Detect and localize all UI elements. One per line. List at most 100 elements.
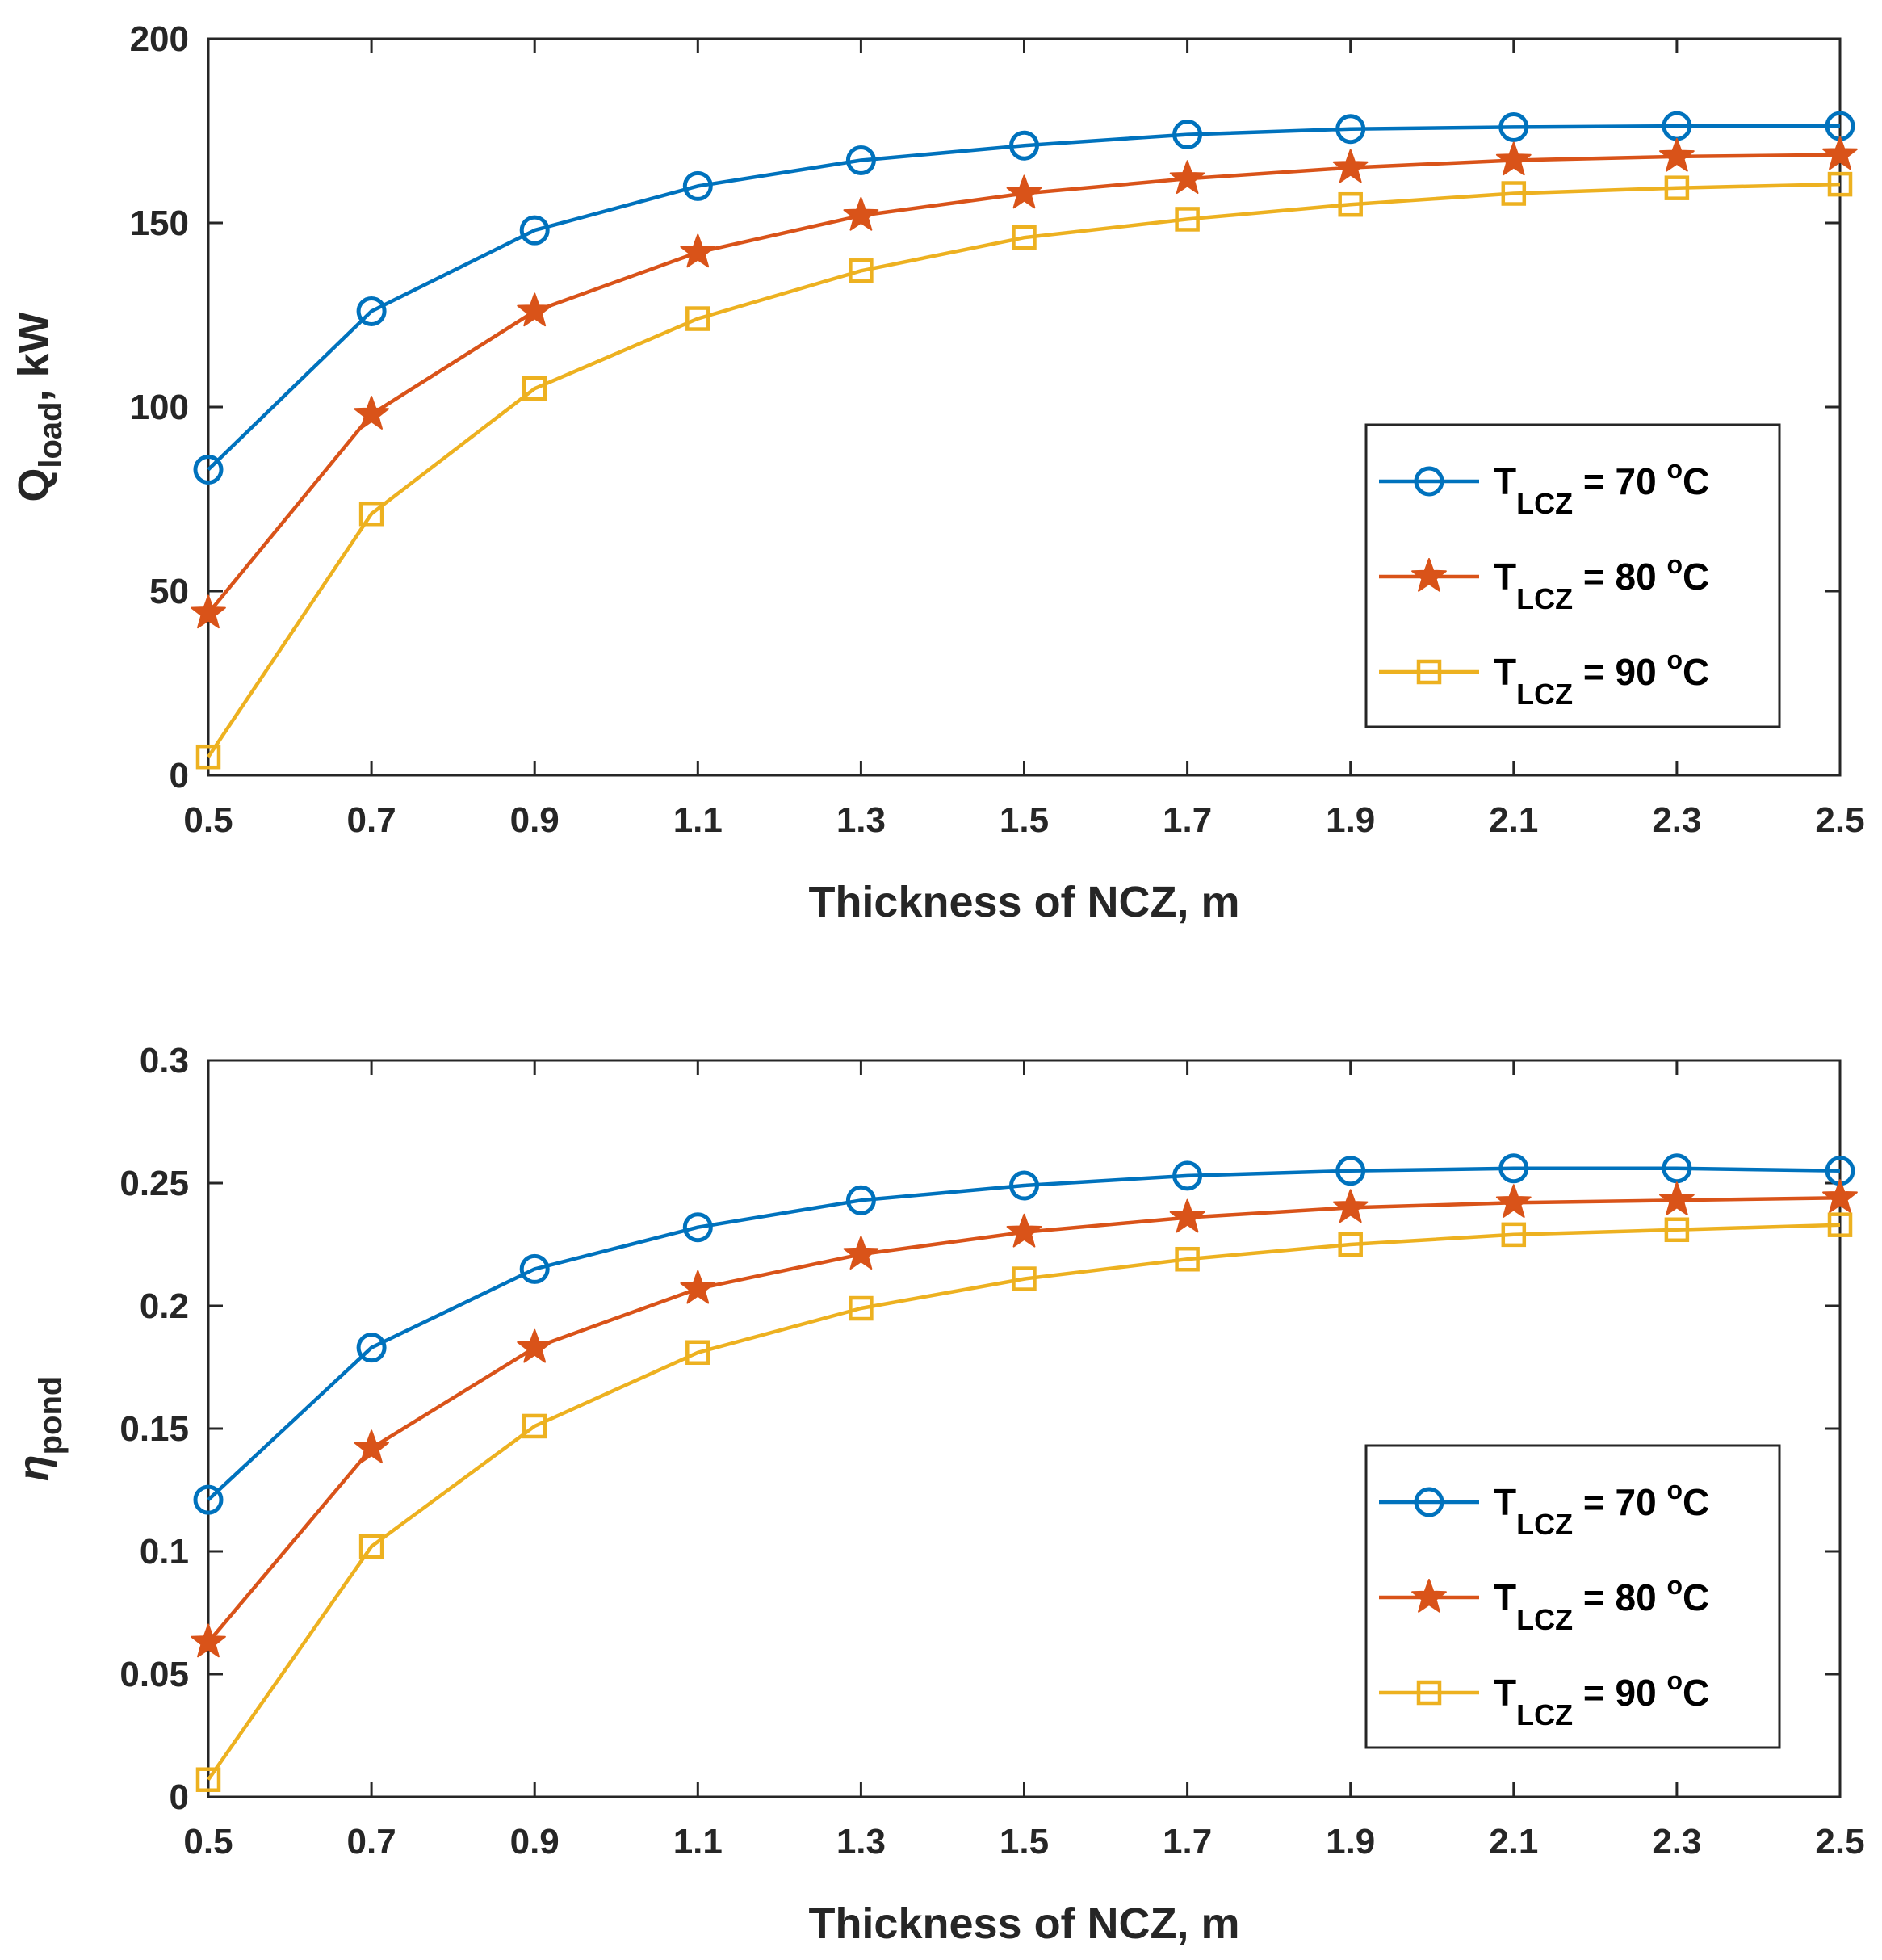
legend-label-unit: C xyxy=(1683,1481,1709,1523)
data-point xyxy=(843,1236,879,1270)
x-tick-label: 1.7 xyxy=(1163,1822,1212,1861)
legend-marker xyxy=(1416,659,1442,685)
y-tick-label: 0 xyxy=(170,756,189,795)
legend-label-degree: o xyxy=(1666,1571,1683,1600)
legend-label-unit: C xyxy=(1683,651,1709,693)
data-point xyxy=(685,306,710,331)
data-point xyxy=(519,215,550,246)
chart-panel-2: 0.5 0.7 0.9 1.1 1.3 1.5 1.7 1.9 2.1 2.3 2.5 0 0.05 0.… xyxy=(10,1041,1865,1948)
data-point xyxy=(843,196,879,231)
y-axis-label-sub: load xyxy=(33,401,69,468)
y-axis-label: Qload, kW xyxy=(10,312,69,502)
data-point xyxy=(1827,171,1853,197)
data-point xyxy=(522,1413,547,1439)
data-point xyxy=(1498,1153,1529,1184)
x-tick-label: 1.5 xyxy=(1000,1822,1049,1861)
x-tick-label: 0.7 xyxy=(347,800,396,840)
x-tick-label: 1.9 xyxy=(1326,800,1375,840)
legend-label-main: T xyxy=(1494,460,1516,502)
x-tick-label: 2.5 xyxy=(1815,800,1864,840)
y-tick-label: 0.1 xyxy=(140,1532,189,1572)
y-tick-label: 150 xyxy=(130,204,189,243)
legend-item-1: TLCZ = 70 oC xyxy=(1379,455,1709,520)
data-point xyxy=(1332,1189,1369,1223)
x-tick-label: 2.3 xyxy=(1652,800,1701,840)
data-point xyxy=(1172,120,1203,150)
legend-label: TLCZ = 70 oC xyxy=(1494,455,1709,520)
data-point xyxy=(682,1212,713,1243)
y-axis-label: ηpond xyxy=(10,1376,69,1482)
data-point xyxy=(1822,136,1858,170)
data-point xyxy=(1659,1181,1695,1216)
data-point xyxy=(1009,130,1039,161)
data-point xyxy=(1827,1212,1853,1237)
legend-label-main: T xyxy=(1494,651,1516,693)
x-tick-label: 1.1 xyxy=(673,800,723,840)
data-point xyxy=(195,1767,221,1792)
legend-label-unit: C xyxy=(1683,1672,1709,1714)
data-point xyxy=(358,501,384,527)
data-point xyxy=(1501,1222,1527,1248)
legend-label-value: = 80 xyxy=(1573,1576,1666,1618)
x-tick-label: 0.9 xyxy=(510,800,560,840)
data-point xyxy=(845,1185,876,1215)
series-3 xyxy=(195,1212,1853,1792)
data-point xyxy=(1662,1153,1692,1184)
legend-label: TLCZ = 90 oC xyxy=(1494,645,1709,711)
data-point xyxy=(191,594,226,629)
legend-marker xyxy=(1411,558,1447,592)
x-tick-label: 1.3 xyxy=(836,800,886,840)
y-axis-label-main: η xyxy=(10,1454,58,1481)
legend-label-sub: LCZ xyxy=(1516,487,1573,520)
legend-label-unit: C xyxy=(1683,1576,1709,1618)
data-point xyxy=(1664,1217,1690,1243)
data-point xyxy=(522,376,547,401)
data-point xyxy=(517,292,553,327)
y-tick-label: 100 xyxy=(130,388,189,427)
legend-label-unit: C xyxy=(1683,556,1709,598)
data-point xyxy=(1012,225,1037,250)
data-point xyxy=(1664,175,1690,200)
legend-marker xyxy=(1414,1487,1444,1517)
data-point xyxy=(685,1340,710,1366)
y-tick-label: 0.05 xyxy=(119,1655,189,1694)
x-tick-label: 2.5 xyxy=(1815,1822,1864,1861)
data-point xyxy=(849,258,874,283)
data-point xyxy=(1169,160,1205,195)
data-point xyxy=(1006,174,1042,209)
legend-label-value: = 70 xyxy=(1573,1481,1666,1523)
legend-label: TLCZ = 90 oC xyxy=(1494,1666,1709,1731)
y-tick-label: 0.15 xyxy=(119,1409,189,1449)
x-tick-label: 0.7 xyxy=(347,1822,396,1861)
legend-marker xyxy=(1411,1579,1447,1613)
x-tick-label: 0.5 xyxy=(183,1822,233,1861)
series-1 xyxy=(193,1153,1855,1515)
legend-marker xyxy=(1414,466,1444,497)
legend-label-value: = 70 xyxy=(1573,460,1666,502)
x-tick-label: 1.9 xyxy=(1326,1822,1375,1861)
data-point xyxy=(354,1429,389,1464)
data-point xyxy=(354,396,389,430)
legend-label-sub: LCZ xyxy=(1516,678,1573,711)
data-point xyxy=(1822,1179,1858,1213)
data-point xyxy=(356,1333,387,1363)
legend-label-main: T xyxy=(1494,556,1516,598)
data-point xyxy=(682,170,713,201)
data-point xyxy=(849,1295,874,1321)
data-point xyxy=(1332,149,1369,183)
legend-label-sub: LCZ xyxy=(1516,1698,1573,1731)
data-point xyxy=(1501,181,1527,206)
legend-item-3: TLCZ = 90 oC xyxy=(1379,1666,1709,1731)
data-point xyxy=(1495,1184,1532,1219)
x-tick-label: 2.1 xyxy=(1489,800,1538,840)
series-line xyxy=(207,124,1840,472)
legend-label-sub: LCZ xyxy=(1516,582,1573,615)
y-axis-label-sub: pond xyxy=(33,1376,69,1455)
legend-marker xyxy=(1416,1680,1442,1706)
x-tick-label: 2.3 xyxy=(1652,1822,1701,1861)
legend-label-unit: C xyxy=(1683,460,1709,502)
data-point xyxy=(1498,111,1529,142)
